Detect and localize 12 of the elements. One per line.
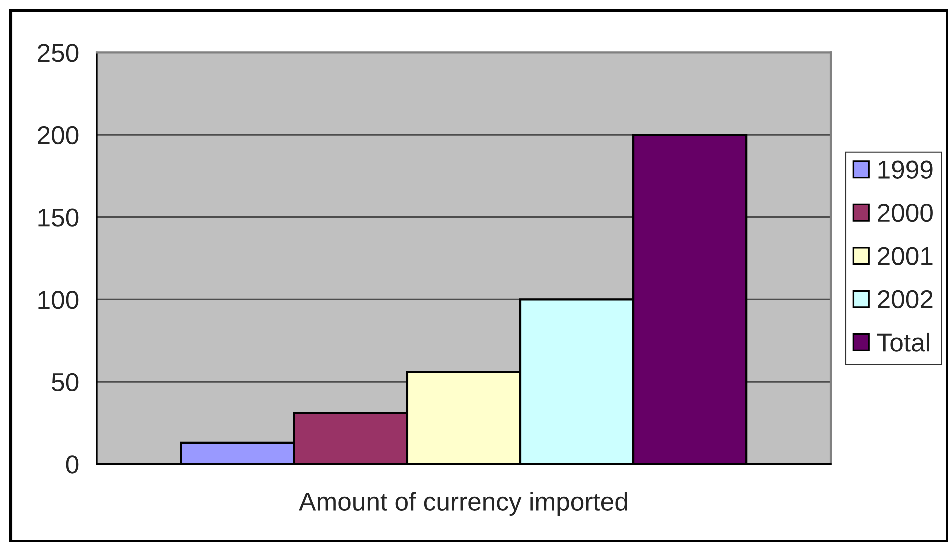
y-tick-label: 50 (52, 373, 79, 392)
legend-label: 2001 (878, 247, 933, 266)
legend-label: 2000 (878, 204, 933, 222)
y-tick-label: 150 (38, 208, 79, 227)
y-tick-label: 250 (38, 44, 79, 62)
y-tick-label: 200 (38, 126, 79, 145)
y-tick-label: 0 (66, 456, 79, 474)
legend-label: 1999 (878, 160, 933, 179)
legend-label: 2002 (878, 290, 933, 309)
legend-label: Total (877, 332, 930, 352)
x-tick-label: Amount of currency imported (299, 492, 628, 516)
y-tick-label: 100 (38, 291, 79, 310)
